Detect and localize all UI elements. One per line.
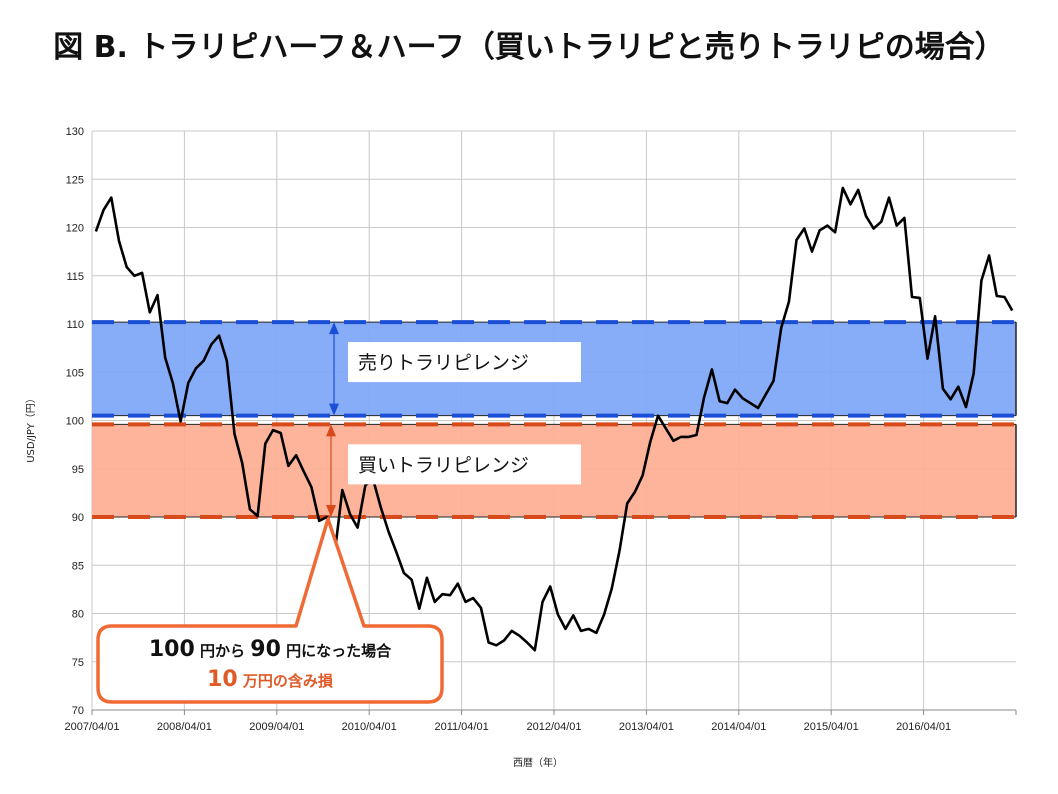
loss-callout-bubble <box>96 517 444 704</box>
x-tick-label: 2010/04/01 <box>342 721 397 733</box>
callout-line-1: 100 円から 90 円になった場合 <box>149 637 392 662</box>
x-tick-label: 2013/04/01 <box>619 721 674 733</box>
y-tick-label: 115 <box>66 271 84 283</box>
y-tick-label: 90 <box>72 512 84 524</box>
x-tick-label: 2011/04/01 <box>434 721 488 733</box>
y-tick-label: 75 <box>72 657 84 669</box>
sell-range-arrow-head-bottom <box>329 403 339 416</box>
usdjpy-line <box>94 186 1014 652</box>
x-tick-label: 2015/04/01 <box>804 721 859 733</box>
chart-title: 図 B. トラリピハーフ＆ハーフ（買いトラリピと売りトラリピの場合） <box>53 30 1005 65</box>
x-tick-label: 2014/04/01 <box>711 721 766 733</box>
x-tick-label: 2012/04/01 <box>526 721 581 733</box>
y-tick-label: 100 <box>66 416 84 428</box>
buy-range-label: 買いトラリピレンジ <box>358 454 529 476</box>
callout-line-2: 10 万円の含み損 <box>207 667 334 692</box>
sell-range-label: 売りトラリピレンジ <box>358 352 529 374</box>
x-tick-label: 2016/04/01 <box>896 721 951 733</box>
y-axis-label: USD/JPY（円） <box>25 393 37 463</box>
y-tick-label: 130 <box>66 126 84 138</box>
y-tick-label: 110 <box>66 319 84 331</box>
callout-line-1-part: 円から <box>195 642 250 660</box>
buy-range-arrow-head-top <box>326 424 336 437</box>
y-tick-label: 80 <box>72 609 84 621</box>
x-tick-label: 2007/04/01 <box>64 721 119 733</box>
buy-range-label-box <box>348 444 581 485</box>
callout-line-2-part: 万円の含み損 <box>238 672 334 690</box>
y-tick-label: 120 <box>66 223 84 235</box>
axes <box>91 709 1017 715</box>
x-tick-label: 2009/04/01 <box>249 721 304 733</box>
y-tick-label: 95 <box>72 464 84 476</box>
x-tick-label: 2008/04/01 <box>157 721 212 733</box>
callout-line-1-part: 円になった場合 <box>281 642 392 660</box>
callout-line-1-part: 90 <box>250 637 281 662</box>
y-tick-label: 70 <box>72 705 84 717</box>
sell-range-label-box <box>348 342 581 383</box>
buy-range-arrow-head-bottom <box>326 505 336 517</box>
sell-range-arrow-head-top <box>329 322 339 335</box>
grid-lines <box>91 130 1016 711</box>
y-tick-label: 105 <box>66 367 84 379</box>
y-tick-label: 125 <box>66 174 84 186</box>
y-tick-label: 85 <box>72 560 84 572</box>
price-series <box>94 186 1014 652</box>
callout-line-2-part: 10 <box>207 667 238 692</box>
callout-line-1-part: 100 <box>149 637 195 662</box>
x-axis-label: 西暦（年） <box>513 756 563 769</box>
tick-labels: 70 75 80 85 90 95 100 105 110 115 120 125 130 2007/04… <box>64 126 951 733</box>
